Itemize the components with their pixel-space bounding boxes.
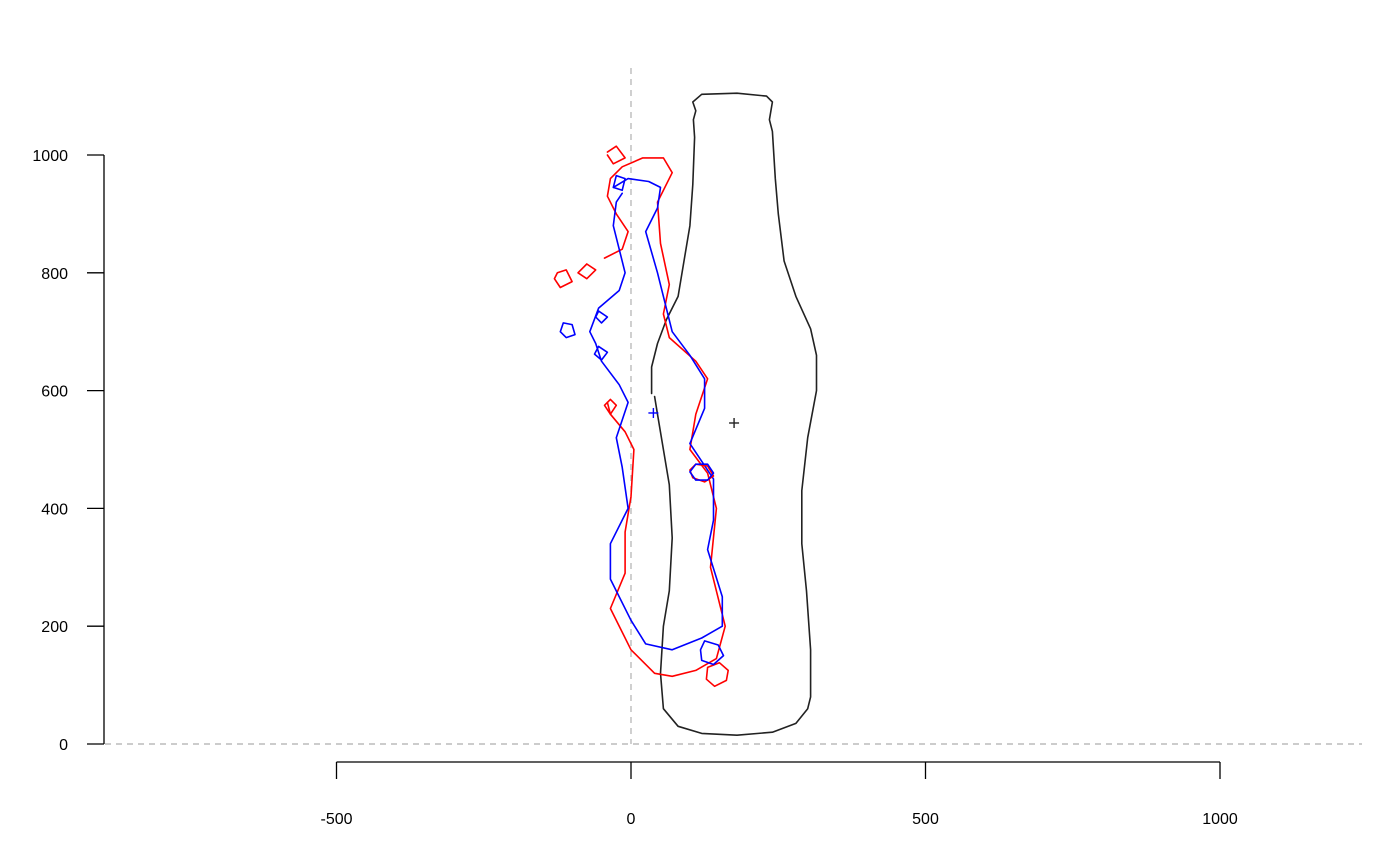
y-tick-label: 0 (59, 737, 68, 754)
reference-lines (105, 68, 1362, 745)
cross-marker-1 (648, 407, 659, 418)
series-line-12 (593, 345, 609, 361)
series-line-4 (553, 269, 573, 289)
x-tick-label: -500 (320, 811, 352, 828)
series-line-14 (699, 640, 725, 666)
series-line-13 (689, 463, 715, 481)
y-tick-label: 800 (41, 266, 68, 283)
series-line-3 (606, 145, 626, 165)
y-tick-label: 1000 (32, 148, 68, 165)
series-line-11 (594, 310, 609, 324)
series-line-5 (577, 263, 597, 280)
series-line-1 (603, 157, 726, 678)
y-tick-label: 600 (41, 384, 68, 401)
cross-marker-0 (729, 417, 740, 428)
x-tick-label: 1000 (1202, 811, 1238, 828)
x-tick-label: 0 (627, 811, 636, 828)
series-line-6 (603, 398, 618, 415)
x-axis: -500 0 500 1000 (320, 761, 1238, 828)
y-tick-label: 400 (41, 501, 68, 518)
plot-area (553, 92, 818, 736)
series-line-7 (689, 463, 715, 483)
series-line-9 (612, 174, 626, 192)
y-axis: 0 200 400 600 800 1000 (32, 148, 105, 754)
series-line-8 (705, 661, 729, 688)
series-line-0 (650, 92, 818, 736)
series-line-10 (559, 322, 576, 339)
y-tick-label: 200 (41, 619, 68, 636)
x-tick-label: 500 (912, 811, 939, 828)
